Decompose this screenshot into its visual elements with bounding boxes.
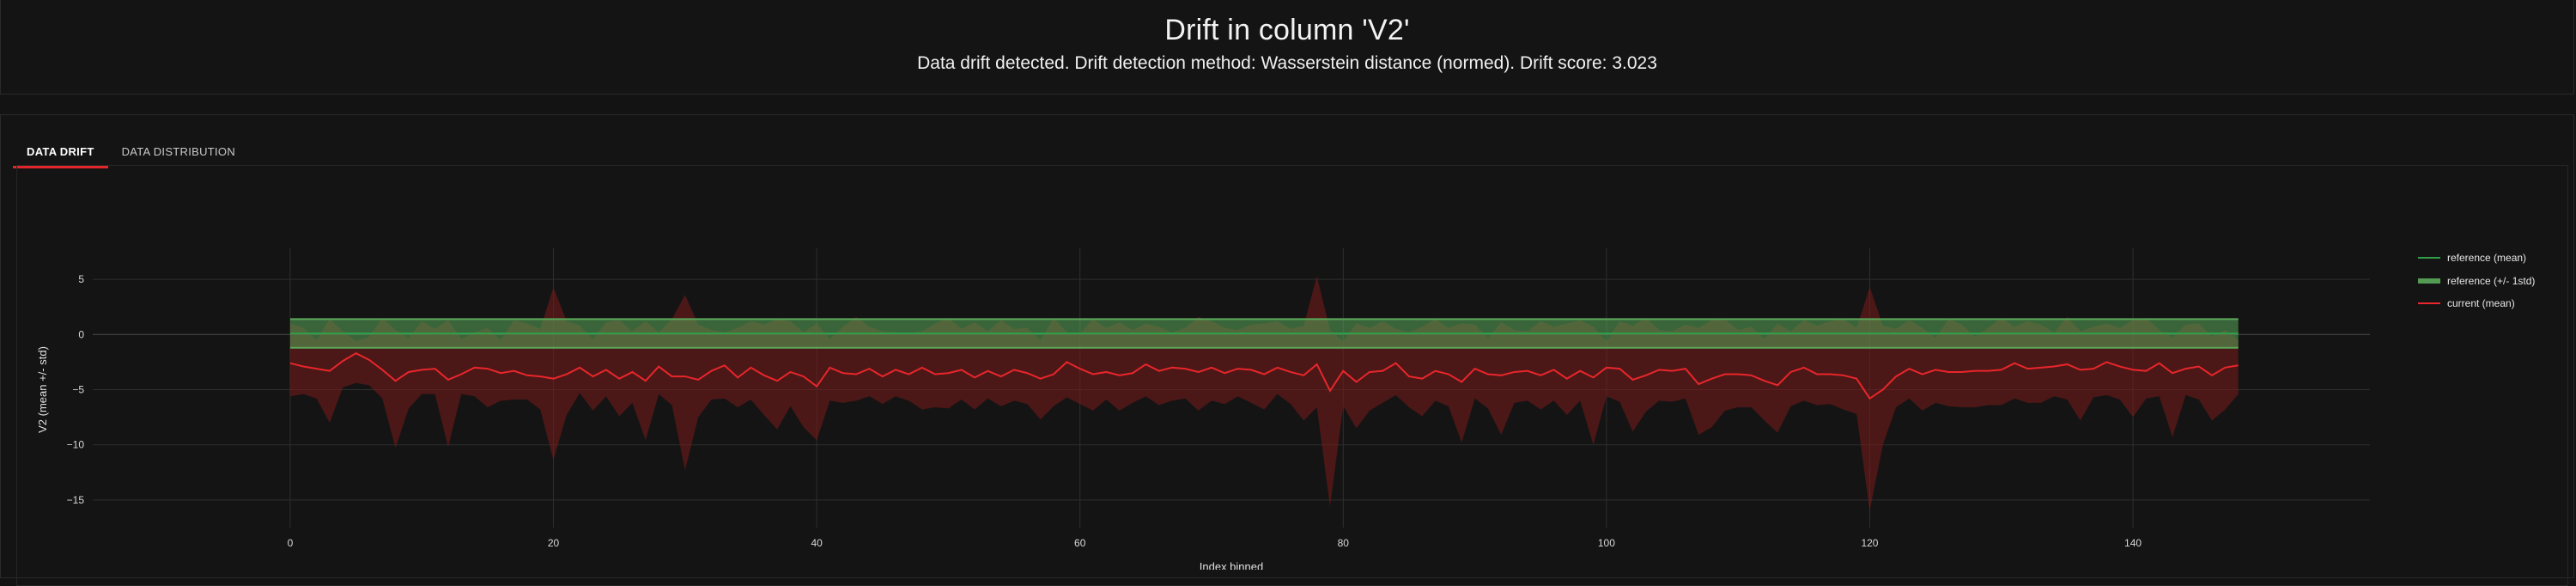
y-tick-label: 5: [78, 273, 84, 285]
y-tick-label: −5: [72, 384, 84, 396]
x-tick-label: 60: [1074, 537, 1086, 549]
x-tick-label: 140: [2124, 537, 2142, 549]
page-title: Drift in column 'V2': [1164, 14, 1410, 46]
y-tick-label: −15: [67, 494, 85, 506]
drift-summary: Data drift detected. Drift detection met…: [917, 53, 1657, 73]
chart-frame: 0 20 40 60 80 100 120 140 5 0 −5 −10 −15 Index binned…: [16, 165, 2568, 586]
x-axis-title: Index binned: [1200, 560, 1263, 570]
current-mean-line: [289, 351, 2239, 400]
tab-data-drift[interactable]: DATA DRIFT: [13, 136, 108, 168]
x-tick-label: 120: [1861, 537, 1878, 549]
legend-label-reference-mean: reference (mean): [2447, 252, 2526, 264]
x-tick-label: 100: [1598, 537, 1615, 549]
tab-data-distribution[interactable]: DATA DISTRIBUTION: [121, 145, 236, 158]
x-tick-label: 20: [548, 537, 560, 549]
x-tick-label: 80: [1338, 537, 1350, 549]
tab-bar: DATA DRIFT DATA DISTRIBUTION: [13, 136, 249, 170]
widget-panel: DATA DRIFT DATA DISTRIBUTION 0 20 40 60 80 10…: [0, 114, 2574, 586]
legend-label-current-mean: current (mean): [2447, 297, 2515, 309]
x-tick-label: 40: [811, 537, 823, 549]
x-tick-label: 0: [288, 537, 294, 549]
y-tick-label: −10: [67, 439, 85, 451]
legend-label-reference-band: reference (+/- 1std): [2447, 275, 2535, 287]
drift-chart: 0 20 40 60 80 100 120 140 5 0 −5 −10 −15 Index binned…: [36, 248, 2535, 570]
current-std-band: [289, 276, 2239, 511]
y-axis-title: V2 (mean +/- std): [36, 346, 49, 433]
y-tick-label: 0: [78, 328, 84, 340]
legend-swatch-reference-band: [2418, 278, 2440, 284]
page-header: Drift in column 'V2' Data drift detected…: [0, 0, 2574, 95]
